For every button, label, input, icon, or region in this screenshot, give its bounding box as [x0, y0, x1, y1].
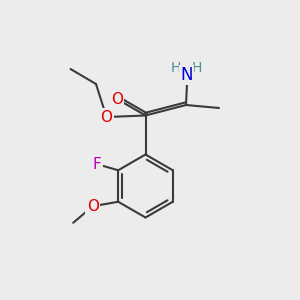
Text: N: N	[181, 66, 193, 84]
Text: O: O	[111, 92, 123, 106]
Text: O: O	[87, 199, 99, 214]
Text: H: H	[171, 61, 181, 75]
Text: O: O	[100, 110, 112, 124]
Text: H: H	[192, 61, 202, 75]
Text: F: F	[93, 157, 102, 172]
